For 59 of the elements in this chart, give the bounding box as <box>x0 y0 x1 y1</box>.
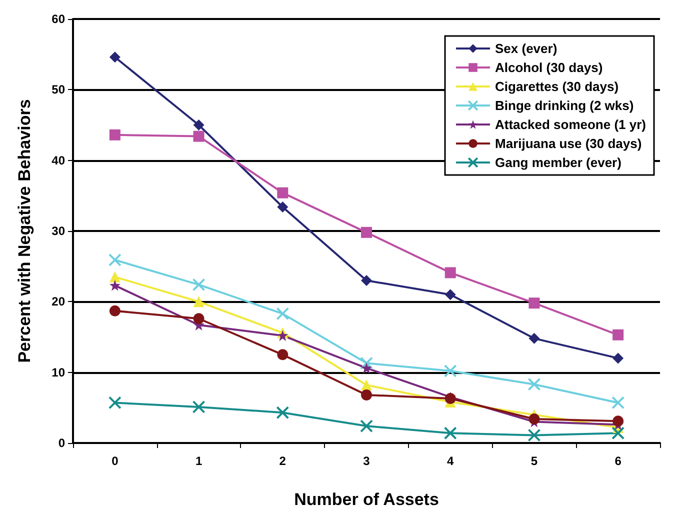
x-tick-label: 0 <box>112 454 119 468</box>
point <box>277 330 288 342</box>
point <box>193 313 204 324</box>
y-tick-label: 0 <box>58 436 66 450</box>
point <box>444 289 456 300</box>
point <box>277 187 288 198</box>
point <box>276 406 290 420</box>
x-tick-label: 4 <box>447 454 454 468</box>
point <box>276 307 290 320</box>
point <box>612 352 624 364</box>
point <box>444 364 457 378</box>
y-tick-label: 50 <box>52 82 66 97</box>
x-axis-title: Number of Assets <box>294 490 439 509</box>
x-tick-label: 2 <box>279 454 286 468</box>
y-tick-label: 30 <box>52 224 66 238</box>
y-tick-label: 10 <box>52 365 66 380</box>
point <box>277 349 288 360</box>
point <box>193 296 204 308</box>
point <box>109 305 120 316</box>
legend-label: Sex (ever) <box>495 41 558 56</box>
point <box>193 130 204 142</box>
point <box>109 52 120 63</box>
y-tick-label: 40 <box>52 153 66 168</box>
point <box>193 120 204 130</box>
point <box>109 129 120 140</box>
legend-label: Marijuana use (30 days) <box>495 136 642 151</box>
point <box>192 278 206 292</box>
point <box>109 271 120 282</box>
y-tick-label: 20 <box>52 294 66 309</box>
point <box>277 201 288 212</box>
legend-label: Attacked someone (1 yr) <box>495 117 646 132</box>
point <box>528 413 540 424</box>
x-tick-label: 3 <box>363 454 370 468</box>
point <box>612 416 624 427</box>
point <box>361 226 372 238</box>
point <box>360 356 373 370</box>
x-tick-label: 6 <box>614 454 622 468</box>
point <box>192 400 206 414</box>
y-axis-title: Percent with Negative Behaviors <box>15 99 34 363</box>
point <box>444 267 456 278</box>
legend-label: Binge drinking (2 wks) <box>495 98 634 113</box>
point <box>528 428 541 442</box>
y-tick-label: 60 <box>52 12 66 26</box>
point <box>528 298 540 309</box>
point <box>361 274 372 286</box>
point <box>361 362 372 374</box>
legend-label: Gang member (ever) <box>495 155 622 170</box>
x-tick-label: 5 <box>530 454 538 468</box>
point <box>612 329 624 340</box>
x-tick-label: 1 <box>195 454 202 468</box>
point <box>444 426 457 440</box>
point <box>528 332 540 344</box>
point <box>528 378 541 391</box>
point <box>109 280 120 291</box>
point <box>361 380 372 391</box>
point <box>361 389 372 400</box>
point <box>360 420 373 433</box>
legend-label: Cigarettes (30 days) <box>495 79 619 94</box>
legend-label: Alcohol (30 days) <box>495 60 603 75</box>
